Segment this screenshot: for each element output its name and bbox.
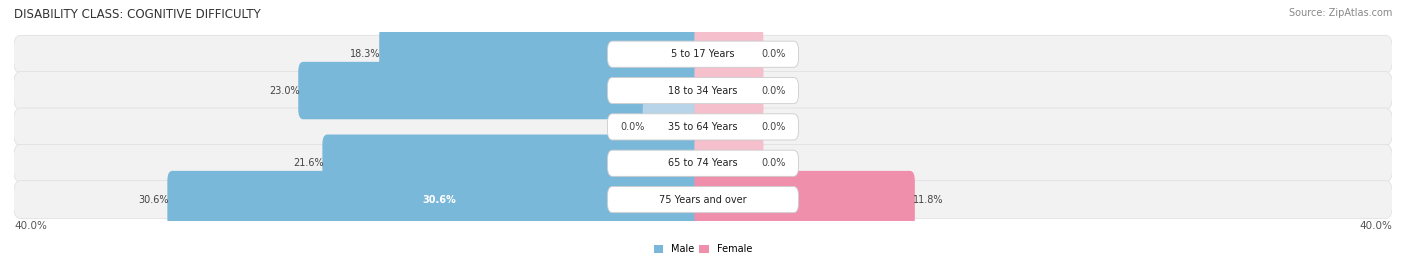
FancyBboxPatch shape [607, 187, 799, 213]
Text: 5 to 17 Years: 5 to 17 Years [671, 49, 735, 59]
Text: 0.0%: 0.0% [762, 158, 786, 168]
FancyBboxPatch shape [695, 171, 915, 228]
Text: 30.6%: 30.6% [423, 195, 457, 205]
Text: 0.0%: 0.0% [762, 86, 786, 96]
FancyBboxPatch shape [695, 134, 763, 192]
FancyBboxPatch shape [607, 41, 799, 67]
Legend: Male, Female: Male, Female [650, 240, 756, 258]
FancyBboxPatch shape [607, 114, 799, 140]
Text: 18 to 34 Years: 18 to 34 Years [668, 86, 738, 96]
FancyBboxPatch shape [643, 98, 711, 156]
FancyBboxPatch shape [14, 72, 1392, 109]
FancyBboxPatch shape [14, 108, 1392, 146]
FancyBboxPatch shape [380, 25, 711, 83]
Text: 0.0%: 0.0% [762, 49, 786, 59]
FancyBboxPatch shape [298, 62, 711, 119]
FancyBboxPatch shape [322, 134, 711, 192]
Text: 40.0%: 40.0% [14, 221, 46, 231]
FancyBboxPatch shape [695, 98, 763, 156]
Text: 40.0%: 40.0% [1360, 221, 1392, 231]
Text: 21.6%: 21.6% [294, 158, 323, 168]
Text: 11.8%: 11.8% [912, 195, 943, 205]
FancyBboxPatch shape [695, 62, 763, 119]
Text: Source: ZipAtlas.com: Source: ZipAtlas.com [1288, 8, 1392, 18]
FancyBboxPatch shape [14, 35, 1392, 73]
Text: 0.0%: 0.0% [762, 122, 786, 132]
Text: 23.0%: 23.0% [270, 86, 299, 96]
Text: 18.3%: 18.3% [350, 49, 381, 59]
FancyBboxPatch shape [695, 25, 763, 83]
Text: 0.0%: 0.0% [620, 122, 644, 132]
FancyBboxPatch shape [14, 181, 1392, 218]
Text: DISABILITY CLASS: COGNITIVE DIFFICULTY: DISABILITY CLASS: COGNITIVE DIFFICULTY [14, 8, 260, 21]
FancyBboxPatch shape [607, 150, 799, 176]
FancyBboxPatch shape [607, 77, 799, 104]
Text: 30.6%: 30.6% [139, 195, 169, 205]
Text: 35 to 64 Years: 35 to 64 Years [668, 122, 738, 132]
FancyBboxPatch shape [167, 171, 711, 228]
FancyBboxPatch shape [14, 144, 1392, 182]
Text: 65 to 74 Years: 65 to 74 Years [668, 158, 738, 168]
Text: 75 Years and over: 75 Years and over [659, 195, 747, 205]
